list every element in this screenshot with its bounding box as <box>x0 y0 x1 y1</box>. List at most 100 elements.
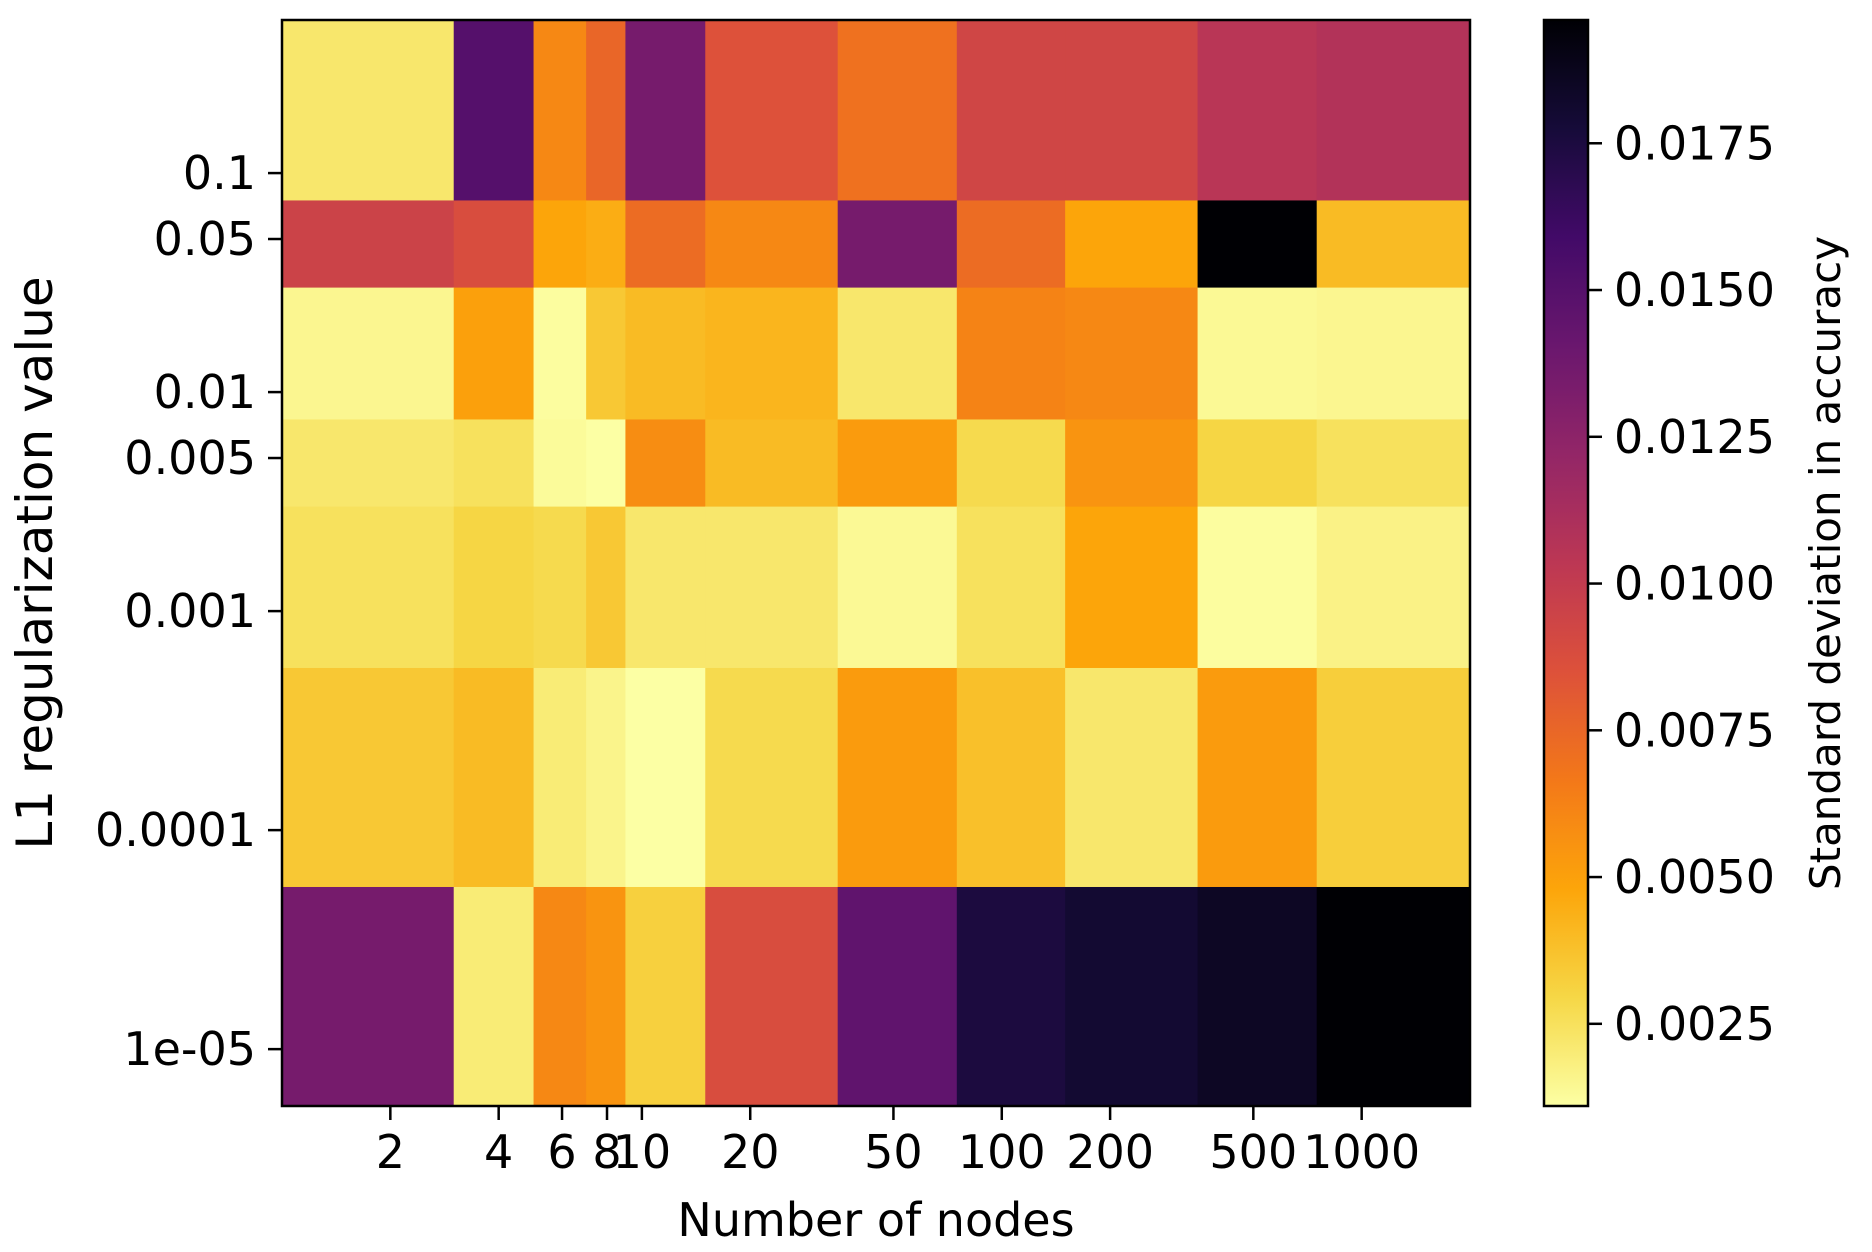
heatmap-cell <box>625 419 706 508</box>
heatmap-cell <box>837 506 958 669</box>
heatmap-cell <box>837 419 958 508</box>
heatmap-cell <box>586 419 627 508</box>
colorbar-tick-label: 0.0150 <box>1614 263 1775 317</box>
heatmap-cell <box>956 506 1066 669</box>
x-tick-label: 100 <box>958 1125 1046 1179</box>
heatmap-cell <box>586 20 627 202</box>
x-tick-label: 500 <box>1209 1125 1297 1179</box>
heatmap-cell <box>956 419 1066 508</box>
heatmap-cell <box>533 886 587 1107</box>
y-axis-label: L1 regularization value <box>6 276 64 849</box>
y-tick-label: 0.01 <box>154 365 256 419</box>
x-tick-label: 200 <box>1066 1125 1154 1179</box>
heatmap-cell <box>625 200 706 289</box>
heatmap-cell <box>1065 419 1199 508</box>
heatmap-cell <box>625 886 706 1107</box>
heatmap-cell <box>1316 287 1471 421</box>
heatmap-cell <box>282 200 455 289</box>
heatmap-cell <box>705 667 839 888</box>
heatmap-cells <box>282 20 1471 1107</box>
heatmap-cell <box>1197 419 1318 508</box>
heatmap-cell <box>282 886 455 1107</box>
heatmap-cell <box>533 200 587 289</box>
heatmap-cell <box>453 419 535 508</box>
heatmap-cell <box>1316 886 1471 1107</box>
y-tick-label: 0.001 <box>124 584 256 638</box>
heatmap-cell <box>586 506 627 669</box>
heatmap-cell <box>1065 886 1199 1107</box>
heatmap-cell <box>705 886 839 1107</box>
heatmap-cell <box>586 287 627 421</box>
heatmap-cell <box>282 506 455 669</box>
heatmap-cell <box>586 667 627 888</box>
y-tick-label: 0.1 <box>183 146 256 200</box>
heatmap-cell <box>705 287 839 421</box>
heatmap-cell <box>282 667 455 888</box>
heatmap-cell <box>533 287 587 421</box>
heatmap-cell <box>453 20 535 202</box>
heatmap-cell <box>1316 506 1471 669</box>
x-axis-label: Number of nodes <box>677 1193 1074 1247</box>
heatmap-cell <box>625 667 706 888</box>
heatmap-cell <box>956 886 1066 1107</box>
heatmap-cell <box>533 419 587 508</box>
x-tick-label: 8 <box>592 1125 621 1179</box>
heatmap-cell <box>453 287 535 421</box>
colorbar-tick-label: 0.0050 <box>1614 850 1775 904</box>
heatmap-cell <box>956 200 1066 289</box>
heatmap-cell <box>705 200 839 289</box>
heatmap-cell <box>956 20 1066 202</box>
heatmap-cell <box>837 20 958 202</box>
heatmap-cell <box>1197 287 1318 421</box>
heatmap-cell <box>282 287 455 421</box>
heatmap-cell <box>956 287 1066 421</box>
heatmap-cell <box>625 20 706 202</box>
heatmap-cell <box>1065 667 1199 888</box>
colorbar-tick-label: 0.0125 <box>1614 410 1775 464</box>
colorbar-tick-label: 0.0175 <box>1614 116 1775 170</box>
heatmap-cell <box>453 200 535 289</box>
heatmap-cell <box>705 419 839 508</box>
heatmap-cell <box>1197 200 1318 289</box>
colorbar-ticks: 0.0025 0.0050 0.0075 0.0100 0.0125 0.0150 0.01… <box>1588 116 1775 1051</box>
y-tick-label: 0.005 <box>124 431 256 485</box>
x-tick-label: 4 <box>484 1125 513 1179</box>
colorbar-label: Standard deviation in accuracy <box>1801 236 1850 890</box>
heatmap-cell <box>705 506 839 669</box>
heatmap-cell <box>586 200 627 289</box>
heatmap-cell <box>956 667 1066 888</box>
colorbar-tick-label: 0.0075 <box>1614 703 1775 757</box>
heatmap-cell <box>625 287 706 421</box>
colorbar <box>1542 18 1590 1108</box>
y-axis-ticks: 0.1 0.05 0.01 0.005 0.001 0.0001 1e-05 <box>95 146 282 1076</box>
heatmap-cell <box>586 886 627 1107</box>
heatmap-cell <box>453 886 535 1107</box>
colorbar-tick-label: 0.0100 <box>1614 557 1775 611</box>
heatmap-cell <box>1065 200 1199 289</box>
x-tick-label: 6 <box>547 1125 576 1179</box>
heatmap-cell <box>625 506 706 669</box>
heatmap-cell <box>1316 419 1471 508</box>
x-tick-label: 10 <box>613 1125 672 1179</box>
heatmap-cell <box>1197 506 1318 669</box>
y-tick-label: 1e-05 <box>123 1022 256 1076</box>
heatmap-cell <box>533 20 587 202</box>
heatmap-cell <box>1316 667 1471 888</box>
heatmap-cell <box>533 667 587 888</box>
x-axis-ticks: 2 4 6 810 20 50 100 200 500 1000 <box>376 1106 1420 1179</box>
heatmap-cell <box>1065 20 1199 202</box>
heatmap-cell <box>837 886 958 1107</box>
heatmap-cell <box>282 419 455 508</box>
plot-frame <box>280 18 1472 1108</box>
heatmap-cell <box>1065 506 1199 669</box>
heatmap-cell <box>1065 287 1199 421</box>
heatmap-cell <box>1316 20 1471 202</box>
heatmap-cell <box>837 287 958 421</box>
heatmap-cell <box>1197 667 1318 888</box>
heatmap-cell <box>1197 886 1318 1107</box>
y-tick-label: 0.0001 <box>95 803 256 857</box>
x-tick-label: 2 <box>376 1125 405 1179</box>
heatmap-cell <box>837 667 958 888</box>
x-tick-label: 1000 <box>1303 1125 1420 1179</box>
